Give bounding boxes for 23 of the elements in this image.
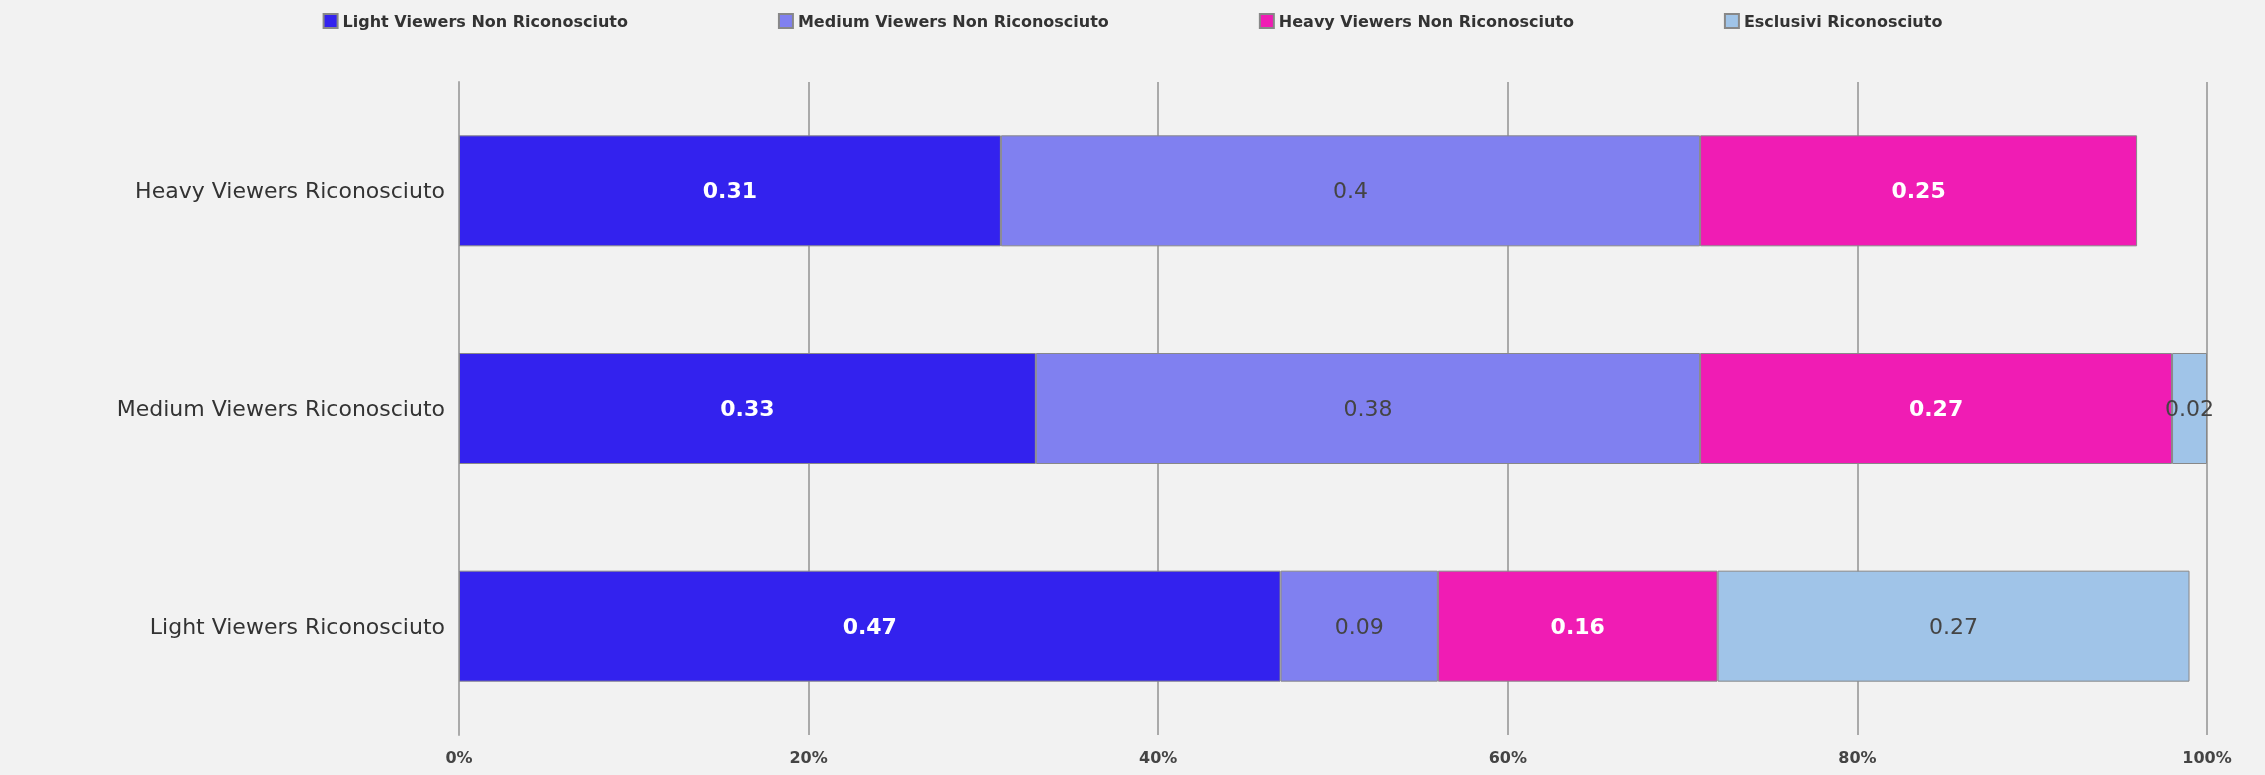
data-label: 0.38	[1343, 396, 1393, 421]
x-tick-label: 60%	[1488, 747, 1527, 767]
x-tick-label: 80%	[1838, 747, 1877, 767]
data-label: 0.27	[1929, 613, 1979, 639]
data-label: 0.4	[1332, 178, 1368, 204]
data-label: 0.09	[1334, 613, 1384, 639]
data-label: 0.16	[1550, 613, 1605, 639]
x-tick-label: 20%	[789, 747, 828, 767]
x-tick-label: 40%	[1139, 747, 1178, 767]
y-tick-label: Heavy Viewers Riconosciuto	[135, 178, 445, 204]
data-label: 0.25	[1891, 178, 1946, 204]
legend-label: Heavy Viewers Non Riconosciuto	[1278, 11, 1574, 31]
y-tick-label: Medium Viewers Riconosciuto	[116, 396, 445, 421]
x-tick-label: 0%	[445, 747, 473, 767]
y-tick-label: Light Viewers Riconosciuto	[149, 613, 445, 639]
data-label: 0.47	[842, 613, 897, 639]
x-tick-label: 100%	[2182, 747, 2232, 767]
data-label: 0.27	[1908, 396, 1964, 421]
data-label: 0.33	[720, 396, 775, 421]
legend-label: Light Viewers Non Riconosciuto	[342, 11, 628, 31]
legend-label: Medium Viewers Non Riconosciuto	[797, 11, 1109, 31]
data-label: 0.31	[702, 178, 758, 204]
legend-label: Esclusivi Riconosciuto	[1743, 11, 1943, 31]
